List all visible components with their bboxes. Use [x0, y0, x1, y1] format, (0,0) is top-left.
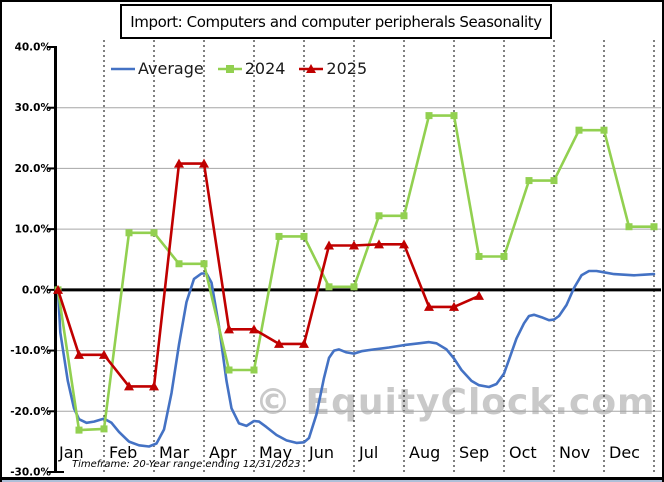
chart-title: Import: Computers and computer periphera…	[130, 12, 542, 31]
x-axis-label-jul: Jul	[358, 443, 378, 462]
y-axis-label: -10.0%	[10, 345, 51, 357]
data-point-triangle-2025	[249, 324, 259, 334]
data-point-square-2024	[525, 177, 533, 185]
series-line-average	[56, 269, 656, 448]
data-point-triangle-2025	[374, 239, 384, 249]
x-axis-label-dec: Dec	[609, 443, 640, 462]
frame-bottom-border	[2, 477, 662, 480]
series-line-2025	[56, 162, 481, 388]
data-point-square-2024	[75, 426, 83, 434]
y-axis-label: 40.0%	[15, 42, 52, 54]
data-point-triangle-2025	[474, 290, 484, 300]
legend-label-2024: 2024	[244, 59, 286, 78]
chart-legend: Average 2024 2025	[110, 59, 367, 78]
data-point-square-2024	[175, 260, 183, 268]
data-point-square-2024	[600, 126, 608, 134]
data-point-triangle-2025	[224, 324, 234, 334]
triangle-marker-swatch-icon	[299, 63, 324, 73]
x-axis-label-nov: Nov	[559, 443, 590, 462]
data-point-triangle-2025	[324, 240, 334, 250]
data-point-square-2024	[425, 112, 433, 120]
data-point-triangle-2025	[274, 338, 284, 348]
data-point-square-2024	[100, 425, 108, 433]
data-point-square-2024	[250, 366, 258, 374]
y-axis-label: 0.0%	[22, 284, 52, 296]
data-point-triangle-2025	[424, 301, 434, 311]
y-axis-label: -20.0%	[10, 406, 51, 418]
data-point-square-2024	[500, 252, 508, 260]
data-point-square-2024	[350, 283, 358, 291]
data-point-square-2024	[325, 283, 333, 291]
timeframe-footnote: Timeframe: 20-Year range ending 12/31/20…	[72, 459, 301, 470]
data-point-triangle-2025	[149, 381, 159, 391]
data-point-square-2024	[125, 229, 133, 237]
data-point-triangle-2025	[299, 338, 309, 348]
data-point-square-2024	[225, 366, 233, 374]
x-axis-label-aug: Aug	[409, 443, 440, 462]
legend-label-2025: 2025	[326, 59, 368, 78]
legend-item-average: Average	[110, 59, 204, 78]
square-marker-swatch-icon	[217, 64, 242, 73]
data-point-triangle-2025	[399, 239, 409, 249]
average-line-swatch-icon	[111, 67, 135, 70]
data-point-square-2024	[400, 212, 408, 220]
x-axis-label-sep: Sep	[459, 443, 489, 462]
data-point-square-2024	[375, 212, 383, 220]
x-axis-label-jan: Jan	[58, 443, 84, 462]
x-axis-label-apr: Apr	[209, 443, 237, 462]
legend-item-2024: 2024	[217, 59, 286, 78]
data-point-square-2024	[475, 252, 483, 260]
data-point-square-2024	[450, 112, 458, 120]
data-point-triangle-2025	[74, 349, 84, 359]
chart-title-box: Import: Computers and computer periphera…	[120, 4, 552, 39]
data-point-square-2024	[200, 260, 208, 268]
y-axis-label: -30.0%	[10, 467, 51, 479]
data-point-square-2024	[275, 232, 283, 240]
x-axis-label-may: May	[259, 443, 292, 462]
x-axis-label-feb: Feb	[109, 443, 137, 462]
frame-bottom-edge	[2, 480, 662, 482]
data-point-square-2024	[550, 177, 558, 185]
data-point-triangle-2025	[99, 349, 109, 359]
y-axis-label: 10.0%	[15, 224, 52, 236]
data-point-square-2024	[650, 223, 658, 231]
data-point-triangle-2025	[349, 240, 359, 250]
legend-label-average: Average	[138, 59, 204, 78]
data-point-triangle-2025	[124, 381, 134, 391]
y-axis-label: 20.0%	[15, 163, 52, 175]
data-point-triangle-2025	[174, 158, 184, 168]
y-axis-label: 30.0%	[15, 102, 52, 114]
series-line-2024	[56, 114, 656, 432]
x-axis-label-mar: Mar	[159, 443, 190, 462]
data-point-square-2024	[625, 223, 633, 231]
data-point-triangle-2025	[53, 284, 63, 294]
data-point-triangle-2025	[449, 301, 459, 311]
x-axis-label-oct: Oct	[509, 443, 537, 462]
data-point-square-2024	[575, 126, 583, 134]
data-point-square-2024	[300, 232, 308, 240]
data-point-square-2024	[150, 229, 158, 237]
data-point-triangle-2025	[199, 158, 209, 168]
x-axis-label-jun: Jun	[308, 443, 334, 462]
legend-item-2025: 2025	[298, 59, 367, 78]
